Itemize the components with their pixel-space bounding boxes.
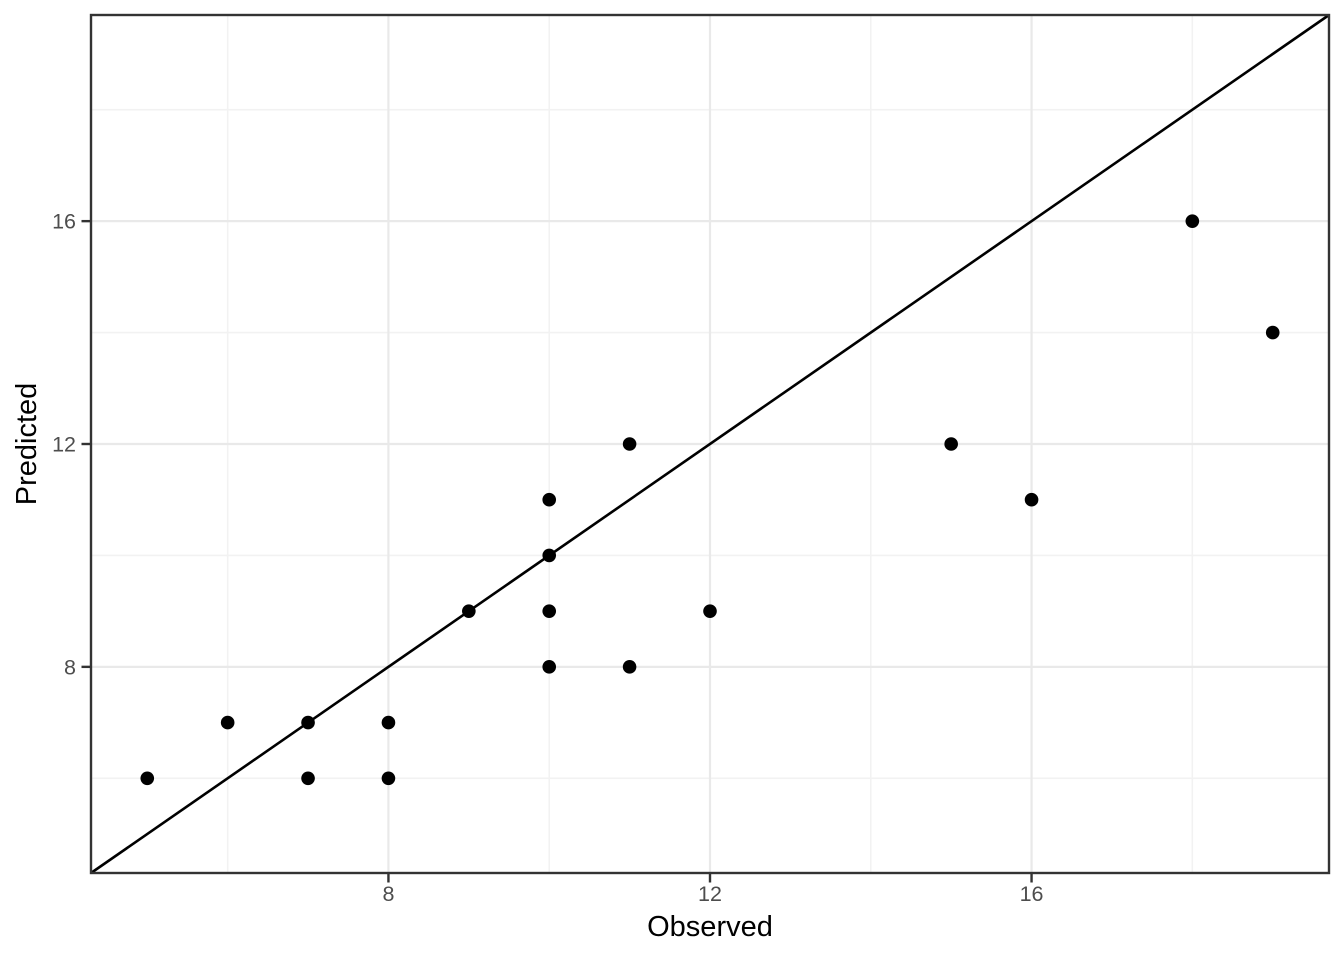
data-point: [703, 604, 717, 618]
data-point: [381, 771, 396, 786]
x-axis-title: Observed: [647, 911, 773, 943]
x-tick-label: 12: [698, 882, 722, 906]
identity-line: [90, 13, 1330, 875]
x-tick-label: 16: [1020, 882, 1044, 906]
data-point: [462, 604, 476, 618]
y-tick-label: 16: [52, 210, 76, 234]
data-point: [542, 492, 557, 507]
data-point: [542, 660, 557, 674]
y-axis-title: Predicted: [11, 382, 43, 506]
data-point: [140, 771, 155, 786]
data-point: [542, 604, 557, 618]
data-point: [1024, 492, 1039, 507]
data-point: [301, 771, 315, 786]
data-point: [1185, 214, 1200, 228]
data-point: [622, 437, 637, 451]
data-point: [381, 715, 396, 730]
data-point: [622, 660, 637, 674]
x-tick-label: 8: [382, 882, 394, 906]
data-point: [220, 715, 235, 730]
data-point: [542, 548, 557, 563]
y-tick-label: 8: [64, 655, 76, 679]
y-tick-label: 12: [52, 433, 76, 457]
panel-border: [89, 13, 1331, 875]
data-point: [944, 437, 958, 451]
data-point: [1265, 325, 1280, 340]
data-point: [301, 715, 315, 730]
